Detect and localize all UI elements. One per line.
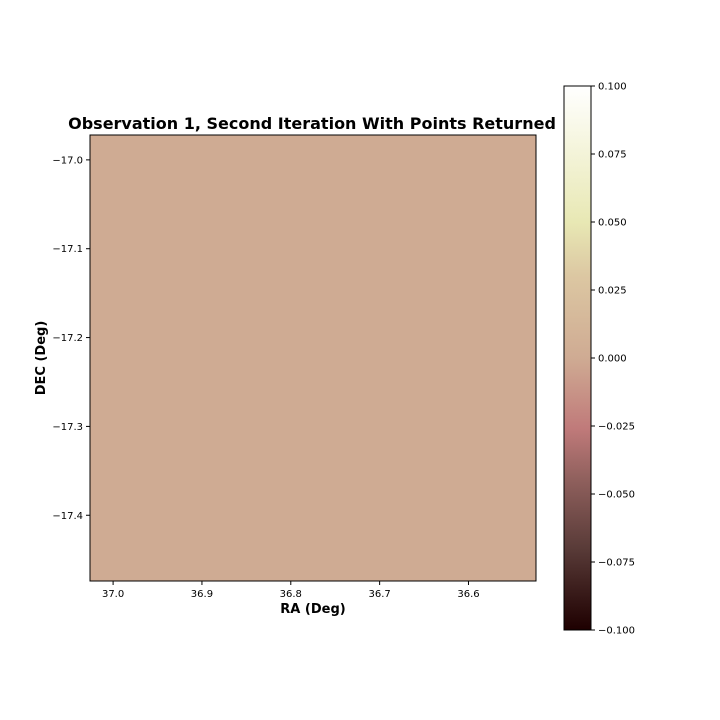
x-tick-label: 36.9 — [191, 589, 213, 600]
colorbar-tick-label: 0.000 — [598, 354, 627, 365]
heatmap-area — [90, 135, 536, 581]
y-tick-label: −17.3 — [52, 422, 83, 433]
colorbar-tick-label: −0.050 — [598, 490, 635, 501]
chart-title: Observation 1, Second Iteration With Poi… — [68, 114, 556, 133]
colorbar-gradient — [564, 86, 591, 630]
x-tick-label: 36.6 — [457, 589, 479, 600]
y-axis: −17.0 −17.1 −17.2 −17.3 −17.4 — [52, 155, 90, 522]
colorbar-tick-label: −0.025 — [598, 422, 635, 433]
plot-frame — [89, 134, 537, 582]
colorbar: −0.100 −0.075 −0.050 −0.025 0.000 0.025 0.050 0… — [563, 82, 635, 637]
x-axis: 37.0 36.9 36.8 36.7 36.6 — [102, 581, 480, 600]
y-tick-label: −17.0 — [52, 155, 83, 166]
colorbar-tick-label: 0.050 — [598, 218, 627, 229]
x-tick-label: 36.7 — [369, 589, 391, 600]
y-tick-label: −17.2 — [52, 333, 83, 344]
y-tick-label: −17.4 — [52, 511, 83, 522]
x-axis-label: RA (Deg) — [280, 602, 345, 617]
colorbar-tick-label: 0.100 — [598, 82, 627, 93]
colorbar-tick-label: 0.025 — [598, 286, 627, 297]
colorbar-tick-label: −0.100 — [598, 626, 635, 637]
colorbar-tick-label: 0.075 — [598, 150, 627, 161]
y-axis-label: DEC (Deg) — [34, 321, 49, 396]
y-tick-label: −17.1 — [52, 244, 83, 255]
x-tick-label: 36.8 — [280, 589, 302, 600]
colorbar-tick-label: −0.075 — [598, 558, 635, 569]
colorbar-ticks: −0.100 −0.075 −0.050 −0.025 0.000 0.025 0.050 0… — [591, 82, 635, 637]
x-tick-label: 37.0 — [102, 589, 124, 600]
